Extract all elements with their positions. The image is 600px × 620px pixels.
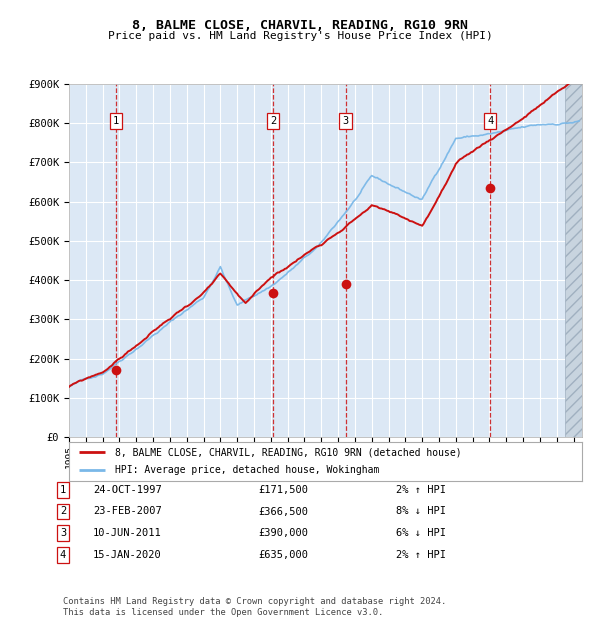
Text: 24-OCT-1997: 24-OCT-1997 bbox=[93, 485, 162, 495]
Text: 4: 4 bbox=[487, 116, 493, 126]
Text: HPI: Average price, detached house, Wokingham: HPI: Average price, detached house, Woki… bbox=[115, 465, 380, 475]
Bar bbox=[565, 84, 582, 437]
Text: 3: 3 bbox=[343, 116, 349, 126]
Text: 23-FEB-2007: 23-FEB-2007 bbox=[93, 507, 162, 516]
Text: 10-JUN-2011: 10-JUN-2011 bbox=[93, 528, 162, 538]
Text: 2: 2 bbox=[270, 116, 277, 126]
Text: 2% ↑ HPI: 2% ↑ HPI bbox=[396, 485, 446, 495]
Text: 2: 2 bbox=[60, 507, 66, 516]
Text: 15-JAN-2020: 15-JAN-2020 bbox=[93, 550, 162, 560]
Text: £171,500: £171,500 bbox=[258, 485, 308, 495]
Text: 1: 1 bbox=[60, 485, 66, 495]
Text: 3: 3 bbox=[60, 528, 66, 538]
Text: 8, BALME CLOSE, CHARVIL, READING, RG10 9RN: 8, BALME CLOSE, CHARVIL, READING, RG10 9… bbox=[132, 19, 468, 32]
Text: £635,000: £635,000 bbox=[258, 550, 308, 560]
Text: Price paid vs. HM Land Registry's House Price Index (HPI): Price paid vs. HM Land Registry's House … bbox=[107, 31, 493, 41]
Text: £390,000: £390,000 bbox=[258, 528, 308, 538]
Text: Contains HM Land Registry data © Crown copyright and database right 2024.
This d: Contains HM Land Registry data © Crown c… bbox=[63, 598, 446, 617]
Text: 1: 1 bbox=[113, 116, 119, 126]
Text: £366,500: £366,500 bbox=[258, 507, 308, 516]
Text: 2% ↑ HPI: 2% ↑ HPI bbox=[396, 550, 446, 560]
Text: 4: 4 bbox=[60, 550, 66, 560]
Text: 8% ↓ HPI: 8% ↓ HPI bbox=[396, 507, 446, 516]
Text: 8, BALME CLOSE, CHARVIL, READING, RG10 9RN (detached house): 8, BALME CLOSE, CHARVIL, READING, RG10 9… bbox=[115, 448, 462, 458]
Text: 6% ↓ HPI: 6% ↓ HPI bbox=[396, 528, 446, 538]
